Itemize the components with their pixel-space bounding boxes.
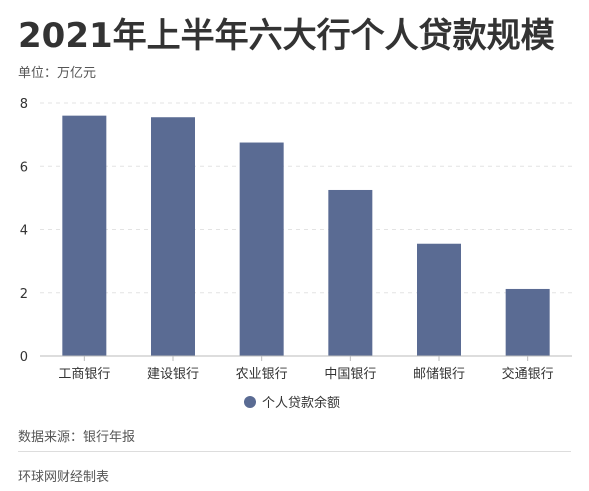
bar: [239, 142, 284, 356]
unit-label: 单位：万亿元: [18, 66, 97, 81]
x-tick-label: 建设银行: [147, 367, 199, 382]
y-tick-label: 2: [20, 287, 28, 302]
bar-chart: 0 2 4 6 8 工商银行 建设银行 农业银行 中国银行 邮储银行 交通银行 个人贷款余额: [20, 97, 572, 411]
x-tick-label: 农业银行: [236, 367, 288, 382]
x-tick-label: 工商银行: [58, 367, 110, 382]
bars: [62, 115, 550, 357]
credit-line: 环球网财经制表: [18, 470, 110, 485]
legend-label: 个人贷款余额: [262, 395, 340, 411]
x-tick-label: 邮储银行: [413, 367, 465, 382]
y-tick-label: 8: [20, 97, 28, 112]
x-tick-label: 交通银行: [502, 366, 554, 382]
y-axis-ticks: 0 2 4 6 8: [20, 97, 28, 365]
y-tick-label: 0: [20, 350, 28, 365]
divider: [18, 451, 571, 452]
bar: [151, 117, 195, 356]
y-tick-label: 4: [20, 224, 28, 239]
legend-marker: [244, 396, 256, 408]
bar: [328, 189, 373, 356]
legend: 个人贷款余额: [244, 395, 340, 411]
chart-title: 2021年上半年六大行个人贷款规模: [18, 16, 555, 56]
bar: [62, 115, 107, 357]
x-axis-ticks: 工商银行 建设银行 农业银行 中国银行 邮储银行 交通银行: [58, 356, 554, 382]
grid-lines: [40, 102, 572, 294]
data-source: 数据来源：银行年报: [18, 430, 136, 445]
y-tick-label: 6: [20, 160, 28, 175]
x-tick-label: 中国银行: [324, 367, 376, 382]
bar: [417, 243, 461, 356]
bar: [505, 288, 550, 356]
